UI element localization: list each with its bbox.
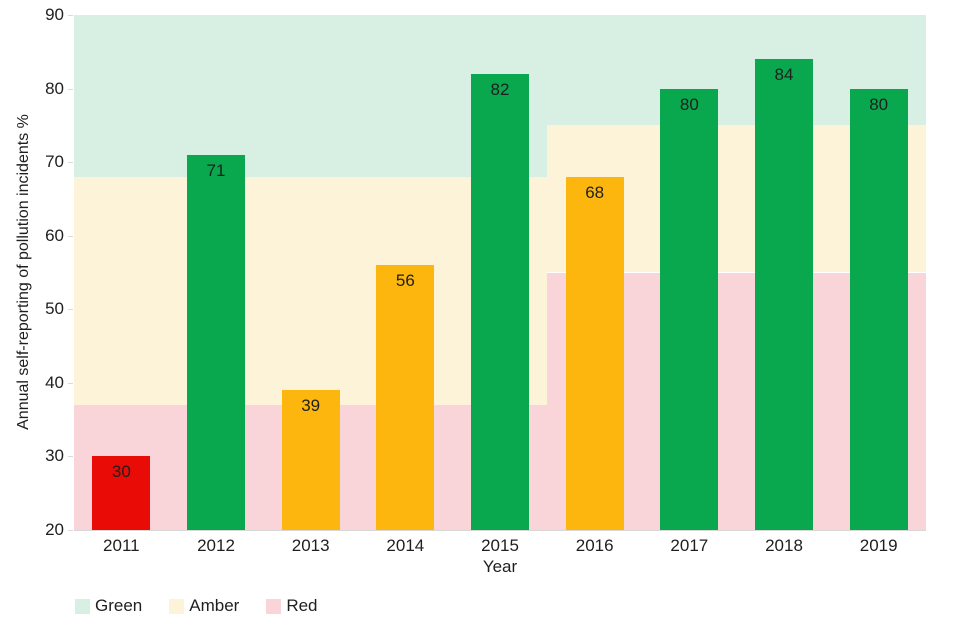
bar-2018: [755, 59, 813, 530]
x-axis-title: Year: [482, 557, 518, 576]
x-tick-label: 2015: [481, 536, 519, 555]
legend-label: Amber: [189, 596, 240, 615]
x-tick-label: 2014: [386, 536, 425, 555]
y-tick-mark: [68, 456, 73, 458]
y-tick-label: 50: [45, 299, 64, 319]
x-tick-label: 2016: [575, 536, 614, 555]
bar-2017: [660, 88, 719, 530]
y-tick-mark: [68, 88, 73, 90]
y-tick-label: 20: [45, 520, 64, 539]
bar-2012: [187, 154, 245, 530]
bar-2019: [849, 88, 908, 530]
legend-item-amber: Amber: [169, 596, 239, 616]
y-tick-label: 80: [45, 78, 64, 98]
y-tick-label: 60: [45, 225, 64, 245]
y-tick-label: 90: [45, 5, 64, 24]
bar-value-label: 30: [111, 462, 131, 482]
y-tick-label: 70: [45, 152, 64, 172]
bar-2014: [376, 265, 435, 530]
legend-swatch-green: [75, 598, 90, 614]
bar-value-label: 39: [301, 396, 321, 416]
bar-2013: [281, 390, 340, 530]
x-tick-label: 2012: [197, 536, 235, 555]
y-tick-label: 40: [45, 372, 64, 392]
legend-label: Red: [286, 596, 318, 615]
y-tick-mark: [68, 235, 73, 237]
bar-value-label: 68: [585, 182, 605, 202]
x-tick-label: 2018: [765, 536, 803, 555]
bar-value-label: 82: [490, 79, 510, 99]
x-tick-label: 2017: [670, 536, 709, 555]
bar-2015: [471, 73, 529, 530]
legend: Green Amber Red: [75, 596, 318, 616]
x-tick-label: 2013: [291, 536, 330, 555]
legend-label: Green: [95, 596, 143, 615]
bar-value-label: 80: [679, 94, 699, 114]
bar-value-label: 71: [206, 160, 226, 180]
bar-value-label: 80: [869, 94, 889, 114]
legend-swatch-amber: [169, 598, 185, 614]
legend-item-green: Green: [75, 596, 142, 616]
legend-item-red: Red: [266, 596, 318, 616]
band-green-2011-2015: [74, 15, 548, 177]
x-axis-line: [74, 530, 926, 531]
bar-value-label: 56: [395, 271, 415, 291]
bar-2016: [565, 176, 624, 530]
x-tick-label: 2019: [859, 536, 898, 555]
band-amber-2011-2015: [74, 176, 548, 405]
bar-value-label: 84: [774, 65, 794, 85]
y-tick-mark: [68, 162, 73, 164]
y-tick-mark: [68, 530, 73, 531]
y-tick-mark: [68, 309, 73, 311]
y-tick-label: 30: [45, 446, 64, 466]
plot-area: 30 71 39 56 82 68 80 84 80: [74, 15, 926, 530]
y-tick-mark: [68, 15, 73, 16]
x-tick-label: 2011: [103, 536, 140, 555]
y-tick-mark: [68, 382, 73, 384]
legend-swatch-red: [266, 598, 282, 614]
bar-2011: [92, 456, 151, 530]
